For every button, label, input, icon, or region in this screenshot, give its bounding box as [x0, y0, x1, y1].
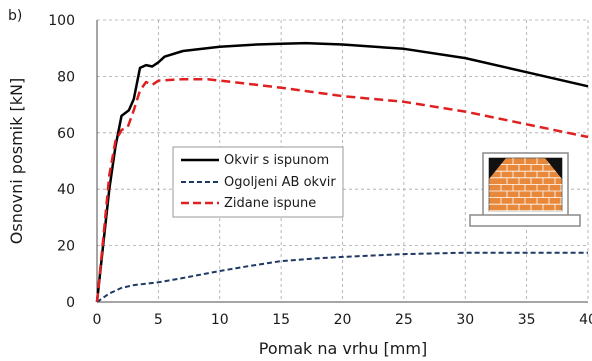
axes — [96, 20, 588, 303]
series-line-0 — [95, 41, 589, 303]
y-tick-label-2: 40 — [57, 182, 75, 198]
series-line-2 — [95, 77, 589, 303]
y-axis-title: Osnovni posmik [kN] — [7, 78, 26, 244]
corner-gap-right — [545, 158, 562, 179]
foundation-beam — [469, 214, 581, 227]
y-tick-label-0: 0 — [66, 295, 75, 311]
x-tick-label-0: 0 — [93, 312, 102, 328]
series-line-1 — [96, 251, 588, 303]
legend-label-0: Okvir s ispunom — [224, 153, 329, 168]
y-tick-label-5: 100 — [48, 13, 75, 29]
legend: Okvir s ispunom Ogoljeni AB okvir Zidane… — [172, 146, 344, 218]
x-tick-labels: 0 5 10 15 20 25 30 35 40 — [93, 312, 592, 328]
legend-label-1: Ogoljeni AB okvir — [224, 175, 336, 190]
series-lines — [95, 41, 589, 303]
y-tick-labels: 0 20 40 60 80 100 — [48, 13, 75, 311]
x-tick-label-8: 40 — [579, 312, 592, 328]
y-tick-label-1: 20 — [57, 239, 75, 255]
legend-label-2: Zidane ispune — [224, 196, 316, 211]
corner-gap-left — [489, 158, 506, 179]
x-tick-label-7: 35 — [518, 312, 536, 328]
panel-label: b) — [8, 8, 22, 24]
x-tick-label-6: 30 — [456, 312, 474, 328]
x-tick-label-2: 10 — [211, 312, 229, 328]
x-axis-title: Pomak na vrhu [mm] — [259, 339, 427, 358]
x-tick-label-4: 20 — [334, 312, 352, 328]
x-tick-label-1: 5 — [154, 312, 163, 328]
x-tick-label-5: 25 — [395, 312, 413, 328]
infilled-frame-illustration — [469, 152, 581, 227]
y-tick-label-4: 80 — [57, 69, 75, 85]
y-tick-label-3: 60 — [57, 126, 75, 142]
x-tick-label-3: 15 — [272, 312, 290, 328]
